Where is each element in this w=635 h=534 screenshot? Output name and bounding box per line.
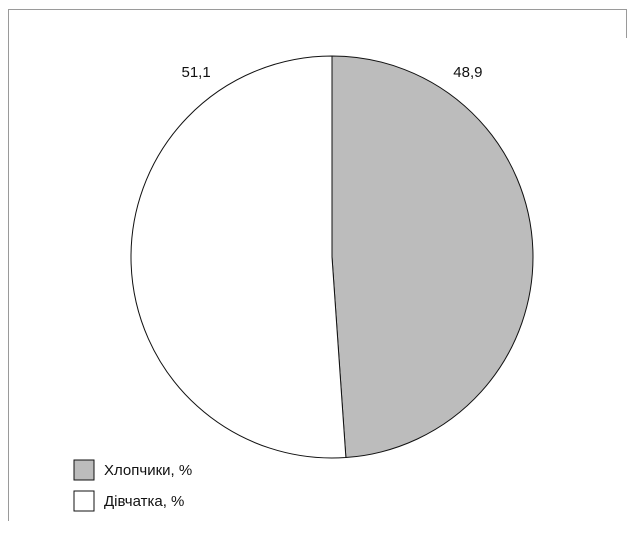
chart-frame (8, 9, 627, 521)
legend-swatch-1 (73, 490, 95, 512)
slice-value-label-0: 48,9 (453, 64, 482, 81)
legend-label-0: Хлопчики, % (104, 462, 192, 479)
legend-swatch-0 (73, 459, 95, 481)
legend: Хлопчики, % Дівчатка, % (73, 459, 192, 512)
pie-slice-0 (331, 55, 534, 459)
legend-label-1: Дівчатка, % (104, 493, 184, 510)
slice-value-label-1: 51,1 (181, 64, 210, 81)
pie-slices (130, 55, 534, 459)
pie-slice-labels: 48,9 51,1 (181, 64, 482, 81)
pie-slice-1 (130, 55, 347, 459)
